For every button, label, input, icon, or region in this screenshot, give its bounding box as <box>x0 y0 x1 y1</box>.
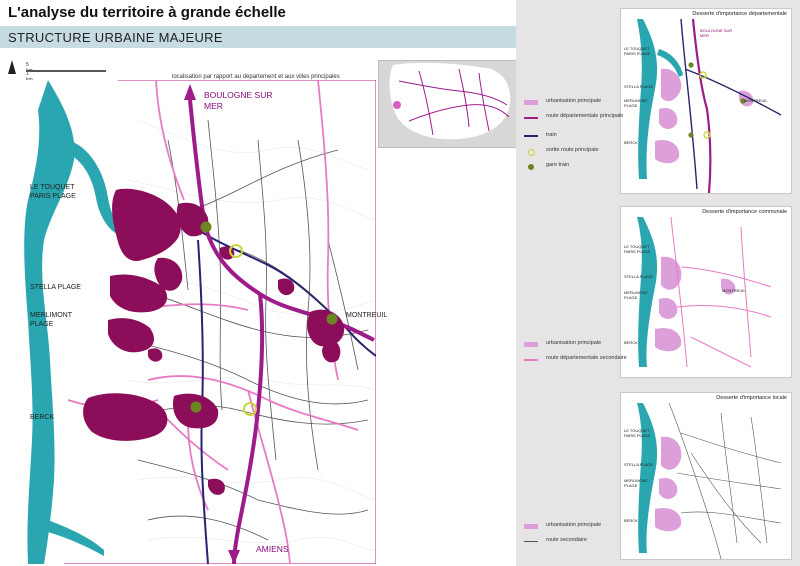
train-line <box>185 219 376 357</box>
legend-urban-swatch <box>524 100 538 105</box>
page-title: L'analyse du territoire à grande échelle <box>8 4 286 21</box>
urban-neuville <box>322 338 341 363</box>
inset-caption: localisation par rapport au département … <box>172 74 340 80</box>
urban-small-3 <box>208 478 225 495</box>
label-merlimont: MERLIMONT PLAGE <box>30 312 72 328</box>
urban-cucq <box>154 257 183 291</box>
exit-icon <box>528 149 535 156</box>
urban-etaples <box>176 202 209 237</box>
legend-label: urbanisation principale <box>546 340 602 346</box>
north-arrow-icon <box>8 60 16 74</box>
panel3-label: LE TOUQUET PARIS PLAGE <box>624 428 651 438</box>
legend-label: sortie route principale <box>546 147 599 153</box>
inset-location-icon <box>393 101 401 109</box>
label-le-touquet: LE TOUQUET PARIS PLAGE <box>30 184 76 200</box>
legend-label: route départementale principale <box>546 113 624 119</box>
exit-icon <box>229 244 243 258</box>
panel2-label: STELLA PLAGE <box>624 274 654 279</box>
main-road-south <box>232 293 265 564</box>
urban-berck <box>83 393 168 441</box>
legend-urban-swatch <box>524 524 538 529</box>
legend-label: gare train <box>546 162 570 168</box>
station-icon <box>326 313 338 325</box>
legend-local-road-swatch <box>524 541 538 542</box>
exit-icon <box>243 402 257 416</box>
panel1-label: STELLA PLAGE <box>624 84 654 89</box>
panel3-label: MERLIMONT PLAGE <box>624 478 648 488</box>
legend-secondary-road-swatch <box>524 359 538 361</box>
legend-label: train <box>546 132 557 138</box>
panel3-label: BERCK <box>624 518 638 523</box>
panel2-label: MONTREUIL <box>722 288 746 293</box>
main-map <box>8 80 376 564</box>
panel2-label: MERLIMONT PLAGE <box>624 290 648 300</box>
urban-small-4 <box>148 348 163 362</box>
panel-title: Desserte d'importance communale <box>702 209 787 215</box>
label-boulogne: BOULOGNE SUR MER <box>204 90 273 111</box>
station-icon <box>190 401 202 413</box>
section-title: STRUCTURE URBAINE MAJEURE <box>8 30 223 45</box>
urban-merlimont <box>108 318 154 353</box>
legend-label: urbanisation principale <box>546 522 602 528</box>
legend-label: urbanisation principale <box>546 98 602 104</box>
panel1-label: BERCK <box>624 140 638 145</box>
scale-bar <box>26 70 106 72</box>
authie-estuary <box>48 520 104 556</box>
coastline-sea <box>24 80 75 564</box>
section-banner <box>0 26 516 48</box>
canche-estuary <box>66 140 134 238</box>
panel2-label: BERCK <box>624 340 638 345</box>
panel-map-local: Desserte d'importance locale <box>620 392 792 560</box>
panel-map-departmental: Desserte d'importance départementale <box>620 8 792 194</box>
station-icon <box>528 164 534 170</box>
panel3-label: STELLA PLAGE <box>624 462 654 467</box>
label-montreuil: MONTREUIL <box>346 312 388 319</box>
panel1-label: BOULOGNE SUR MER <box>700 28 733 38</box>
label-stella: STELLA PLAGE <box>30 284 81 291</box>
legend-label: route départementale secondaire <box>546 355 627 361</box>
arrow-boulogne <box>184 84 196 100</box>
urban-le-touquet <box>112 188 181 262</box>
panel1-label: MERLIMONT PLAGE <box>624 98 648 108</box>
urban-stella <box>110 274 168 313</box>
station-icon <box>200 221 212 233</box>
legend-urban-swatch <box>524 342 538 347</box>
legend-main-road-swatch <box>524 117 538 119</box>
label-amiens: AMIENS <box>256 544 289 554</box>
legend-label: route secondaire <box>546 537 587 543</box>
urban-small-1 <box>278 278 295 296</box>
legend-train-swatch <box>524 135 538 137</box>
panel-map-communal: Desserte d'importance communale <box>620 206 792 378</box>
panel-title: Desserte d'importance départementale <box>692 11 787 17</box>
panel1-label: MONTREUIL <box>744 98 768 103</box>
inset-map <box>378 60 518 148</box>
panel2-label: LE TOUQUET PARIS PLAGE <box>624 244 651 254</box>
arrow-amiens <box>228 550 240 564</box>
main-road-north <box>188 99 329 322</box>
panel-title: Desserte d'importance locale <box>716 395 787 401</box>
label-berck: BERCK <box>30 414 55 421</box>
panel1-label: LE TOUQUET PARIS PLAGE <box>624 46 651 56</box>
